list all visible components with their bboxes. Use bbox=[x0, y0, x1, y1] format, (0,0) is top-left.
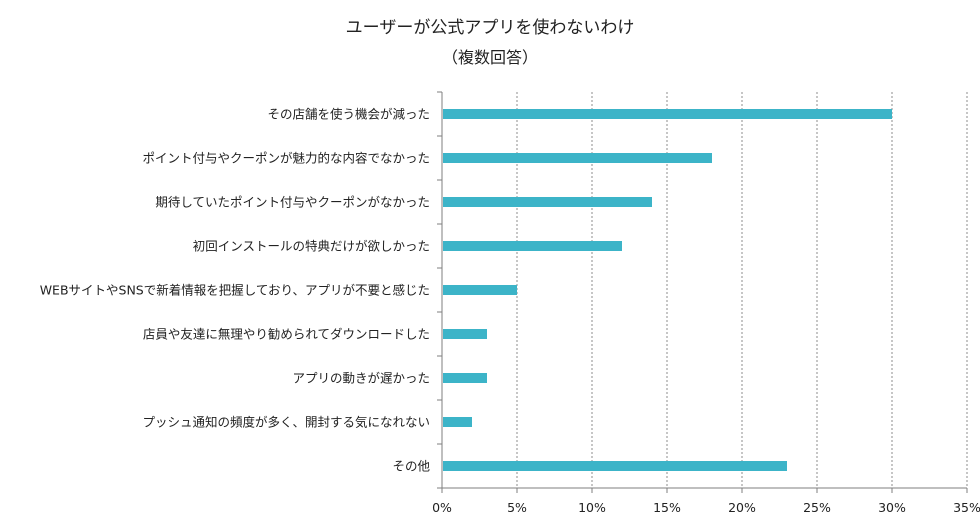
x-tick-label: 20% bbox=[728, 500, 756, 515]
category-label: 店員や友達に無理やり勧められてダウンロードした bbox=[143, 327, 430, 342]
x-tick-label: 5% bbox=[507, 500, 527, 515]
category-label: アプリの動きが遅かった bbox=[292, 371, 430, 386]
bar bbox=[443, 109, 892, 119]
x-tick-label: 30% bbox=[878, 500, 906, 515]
x-tick-label: 35% bbox=[953, 500, 980, 515]
category-label: 期待していたポイント付与やクーポンがなかった bbox=[155, 195, 430, 210]
bar bbox=[443, 329, 487, 339]
chart-subtitle: （複数回答） bbox=[441, 48, 538, 67]
bar bbox=[443, 461, 787, 471]
gridlines bbox=[516, 92, 968, 488]
bar bbox=[443, 373, 487, 383]
chart-title: ユーザーが公式アプリを使わないわけ bbox=[345, 18, 635, 38]
bar bbox=[443, 285, 517, 295]
category-label: その店舗を使う機会が減った bbox=[267, 107, 430, 122]
bar bbox=[443, 241, 622, 251]
category-label: その他 bbox=[392, 459, 430, 474]
x-tick-label: 15% bbox=[653, 500, 681, 515]
bar bbox=[443, 417, 472, 427]
category-label: 初回インストールの特典だけが欲しかった bbox=[193, 239, 430, 254]
bar bbox=[443, 153, 712, 163]
x-tick-label: 0% bbox=[432, 500, 452, 515]
axes bbox=[437, 91, 968, 493]
category-label: WEBサイトやSNSで新着情報を把握しており、アプリが不要と感じた bbox=[40, 283, 430, 298]
x-tick-label: 25% bbox=[803, 500, 831, 515]
bar bbox=[443, 197, 652, 207]
x-tick-labels: 0% 5% 10% 15% 20% 25% 30% 35% bbox=[432, 500, 980, 515]
category-label: ポイント付与やクーポンが魅力的な内容でなかった bbox=[142, 151, 430, 166]
bars bbox=[443, 109, 892, 471]
category-labels: その店舗を使う機会が減ったポイント付与やクーポンが魅力的な内容でなかった期待して… bbox=[40, 107, 431, 474]
category-label: プッシュ通知の頻度が多く、開封する気になれない bbox=[142, 415, 430, 430]
x-tick-label: 10% bbox=[578, 500, 606, 515]
